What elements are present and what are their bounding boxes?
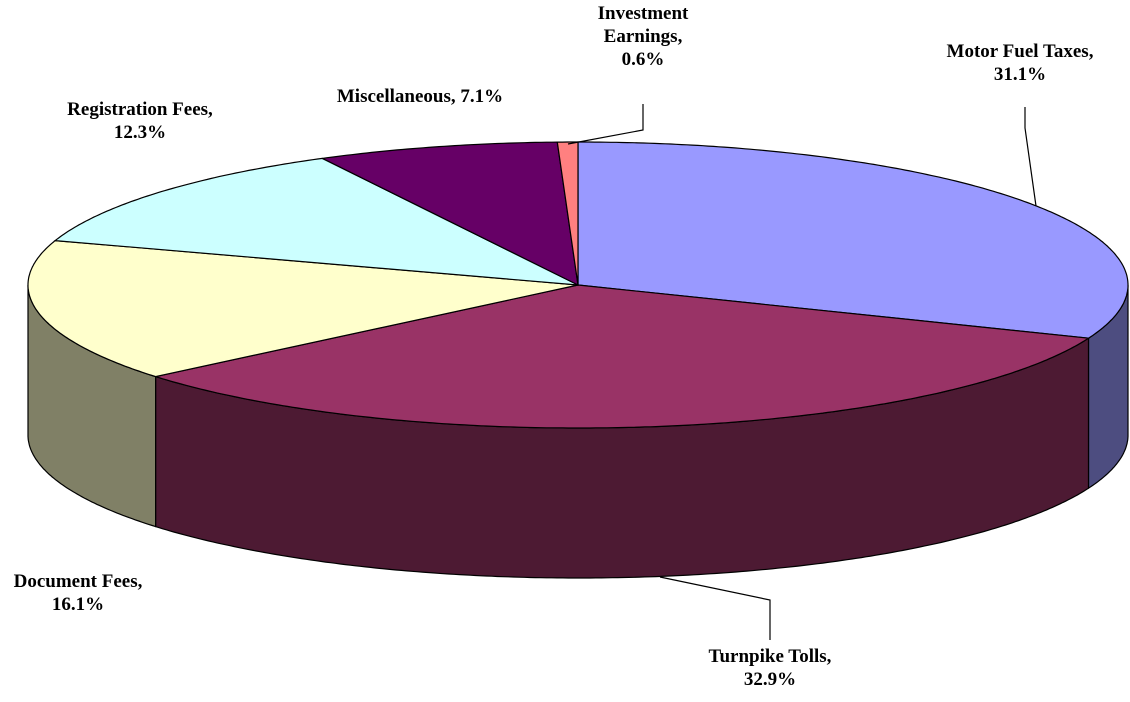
leader-line bbox=[567, 104, 644, 145]
category-label: Motor Fuel Taxes, bbox=[946, 41, 1094, 62]
pie-slice bbox=[577, 141, 1129, 339]
pie-slice bbox=[27, 239, 579, 378]
data-label: Investment Earnings, 0.6% bbox=[583, 2, 703, 71]
pie-slice bbox=[53, 157, 579, 286]
value-label: 32.9% bbox=[743, 669, 797, 690]
category-label: Registration Fees, bbox=[67, 99, 213, 120]
value-label: 12.3% bbox=[113, 122, 167, 143]
value-label: 7.1% bbox=[460, 86, 504, 107]
pie-tops bbox=[27, 141, 1129, 429]
leader-line bbox=[659, 576, 771, 640]
data-label: Motor Fuel Taxes, 31.1% bbox=[920, 40, 1120, 86]
leader-line bbox=[1024, 107, 1037, 207]
value-label: 0.6% bbox=[621, 49, 665, 70]
category-label: Document Fees, bbox=[13, 571, 143, 592]
data-label: Miscellaneous, 7.1% bbox=[290, 85, 550, 108]
category-label: Miscellaneous, bbox=[336, 86, 456, 107]
data-label: Document Fees, 16.1% bbox=[0, 570, 163, 616]
category-label: Investment Earnings, bbox=[597, 3, 689, 47]
data-label: Turnpike Tolls, 32.9% bbox=[670, 645, 870, 691]
category-label: Turnpike Tolls, bbox=[708, 646, 832, 667]
pie-slice bbox=[153, 284, 1091, 429]
data-label: Registration Fees, 12.3% bbox=[35, 98, 245, 144]
pie-slice bbox=[320, 141, 579, 287]
value-label: 16.1% bbox=[51, 594, 105, 615]
pie-sides bbox=[27, 285, 1129, 579]
value-label: 31.1% bbox=[993, 64, 1047, 85]
